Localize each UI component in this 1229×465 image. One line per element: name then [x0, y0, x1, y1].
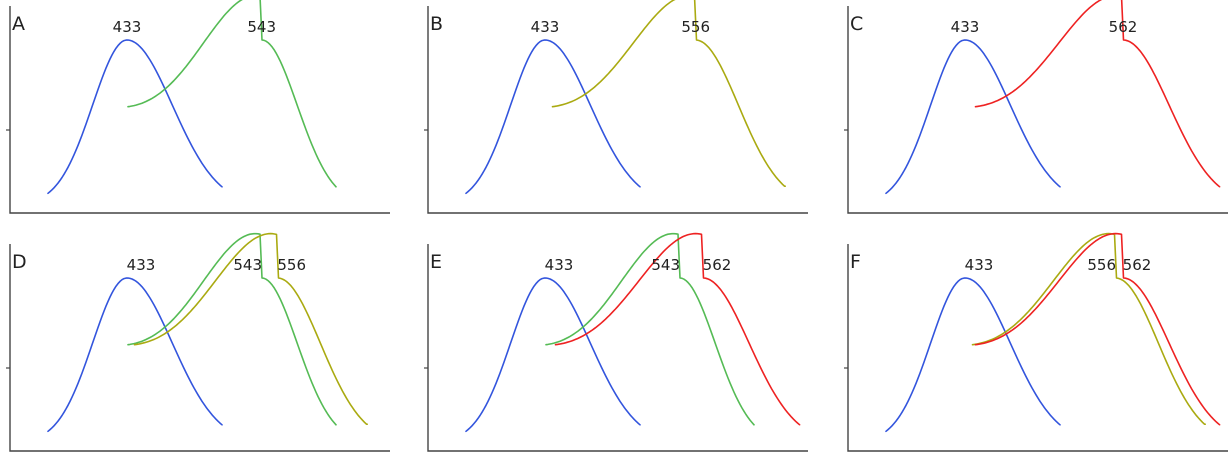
chart-panel-f: F 433 556 562 — [838, 238, 1229, 465]
sensitivity-curve-562 — [976, 0, 1220, 187]
axis-lines — [428, 6, 808, 213]
peak-label-433: 433 — [127, 256, 156, 274]
panel-letter: E — [430, 251, 442, 273]
sensitivity-curve-433 — [48, 40, 222, 193]
chart-panel-svg: C 433 562 — [838, 0, 1229, 227]
sensitivity-curve-433 — [466, 278, 640, 431]
sensitivity-curve-556 — [553, 0, 786, 186]
chart-panel-b: B 433 556 — [418, 0, 828, 227]
peak-label-562: 562 — [703, 256, 732, 274]
peak-label-562: 562 — [1123, 256, 1152, 274]
peak-label-562: 562 — [1109, 18, 1138, 36]
peak-label-556: 556 — [1087, 256, 1116, 274]
sensitivity-curve-433 — [886, 40, 1060, 193]
chart-panel-svg: B 433 556 — [418, 0, 828, 227]
axis-lines — [10, 244, 390, 451]
peak-label-543: 543 — [247, 18, 276, 36]
chart-panel-svg: A 433 543 — [0, 0, 410, 227]
peak-label-433: 433 — [545, 256, 574, 274]
sensitivity-curve-433 — [886, 278, 1060, 431]
peak-label-433: 433 — [965, 256, 994, 274]
chart-panel-d: D 433 543 556 — [0, 238, 410, 465]
peak-label-433: 433 — [531, 18, 560, 36]
peak-label-543: 543 — [651, 256, 680, 274]
peak-label-433: 433 — [951, 18, 980, 36]
chart-panel-a: A 433 543 — [0, 0, 410, 227]
sensitivity-curve-433 — [48, 278, 222, 431]
chart-panel-svg: F 433 556 562 — [838, 238, 1229, 465]
chart-panel-svg: D 433 543 556 — [0, 238, 410, 465]
chart-panel-e: E 433 543 562 — [418, 238, 828, 465]
panel-letter: D — [12, 251, 27, 273]
peak-label-556: 556 — [277, 256, 306, 274]
panel-letter: F — [850, 251, 861, 273]
peak-label-433: 433 — [113, 18, 142, 36]
panel-letter: A — [12, 13, 25, 35]
panel-letter: C — [850, 13, 863, 35]
chart-panel-c: C 433 562 — [838, 0, 1229, 227]
sensitivity-curve-433 — [466, 40, 640, 193]
peak-label-556: 556 — [681, 18, 710, 36]
sensitivity-curve-543 — [128, 0, 336, 187]
panel-letter: B — [430, 13, 443, 35]
peak-label-543: 543 — [233, 256, 262, 274]
axis-lines — [10, 6, 390, 213]
chart-panel-svg: E 433 543 562 — [418, 238, 828, 465]
